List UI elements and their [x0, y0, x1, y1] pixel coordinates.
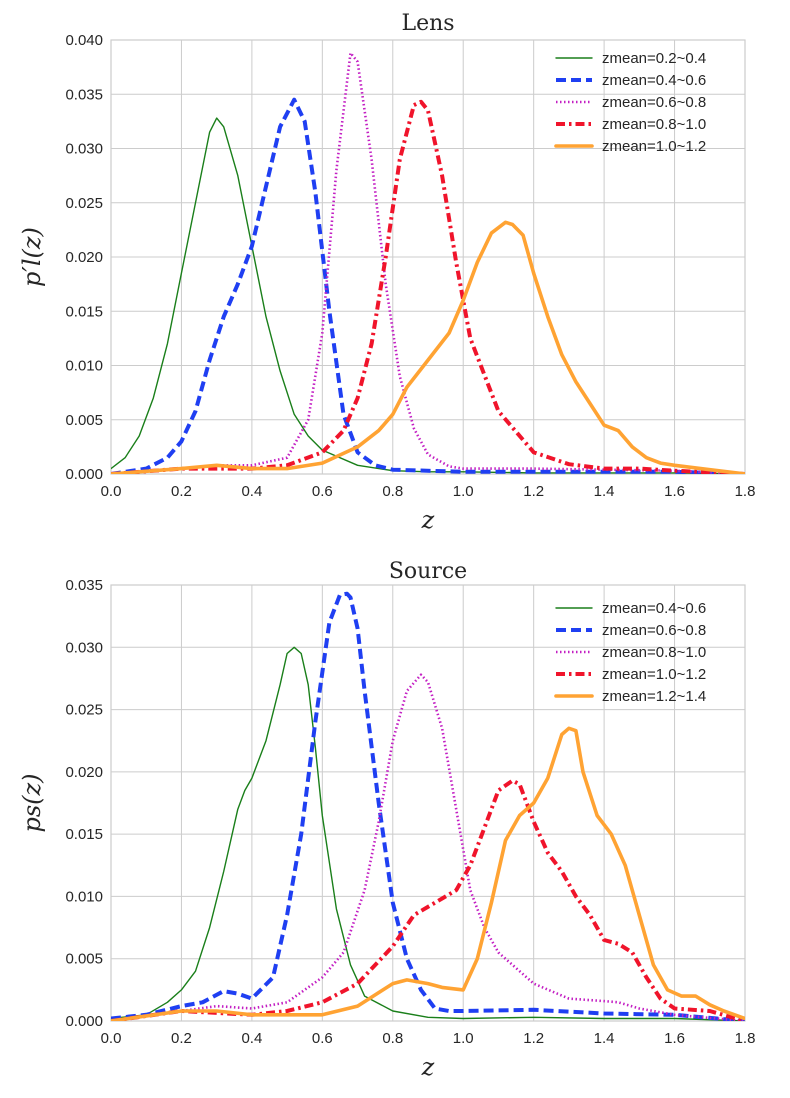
series-line-1: [111, 646, 745, 1021]
legend-label-3: zmean=0.8~1.0: [602, 644, 706, 661]
y-tick-label: 0.025: [65, 195, 103, 212]
y-tick-label: 0.030: [65, 141, 103, 158]
y-tick-label: 0.000: [65, 1013, 103, 1030]
chart-title: Lens: [401, 11, 454, 36]
x-tick-label: 0.4: [241, 1030, 262, 1047]
chart-title: Source: [389, 559, 467, 584]
legend: zmean=0.4~0.6 zmean=0.6~0.8 zmean=0.8~1.0 z…: [554, 600, 706, 705]
series-line-3: [111, 673, 745, 1021]
y-axis-label: ps(z): [18, 773, 46, 832]
y-tick-label: 0.005: [65, 951, 103, 968]
x-tick-label: 1.4: [594, 1030, 615, 1047]
legend-label-5: zmean=1.0~1.2: [602, 138, 706, 155]
y-tick-label: 0.015: [65, 826, 103, 843]
legend-label-4: zmean=0.8~1.0: [602, 116, 706, 133]
plot-frame: [110, 584, 746, 1022]
x-tick-label: 0.8: [382, 1030, 403, 1047]
x-tick-label: 1.4: [594, 483, 615, 500]
legend-label-5: zmean=1.2~1.4: [602, 688, 706, 705]
x-tick-label: 0.2: [171, 1030, 192, 1047]
series-line-5: [111, 220, 745, 474]
x-tick-label: 1.2: [523, 483, 544, 500]
y-tick-label: 0.040: [65, 32, 103, 49]
y-tick-label: 0.020: [65, 764, 103, 781]
y-tick-label: 0.035: [65, 577, 103, 594]
x-axis-label: z: [421, 1053, 435, 1081]
legend-label-2: zmean=0.6~0.8: [602, 622, 706, 639]
legend-label-2: zmean=0.4~0.6: [602, 72, 706, 89]
y-tick-label: 0.010: [65, 358, 103, 375]
x-tick-label: 1.0: [453, 1030, 474, 1047]
y-tick-label: 0.010: [65, 888, 103, 905]
x-tick-label: 1.6: [664, 483, 685, 500]
y-tick-label: 0.035: [65, 86, 103, 103]
series-line-4: [111, 778, 745, 1021]
x-tick-label: 0.8: [382, 483, 403, 500]
series-line-5: [111, 726, 745, 1021]
x-tick-label: 0.0: [101, 483, 122, 500]
x-tick-label: 0.4: [241, 483, 262, 500]
x-axis-label: z: [421, 506, 435, 534]
legend-label-3: zmean=0.6~0.8: [602, 94, 706, 111]
series-line-1: [111, 117, 745, 474]
legend: zmean=0.2~0.4 zmean=0.4~0.6 zmean=0.6~0.8 z…: [554, 50, 706, 155]
y-tick-label: 0.005: [65, 412, 103, 429]
y-axis-label: p′l(z): [18, 227, 46, 287]
x-tick-label: 1.0: [453, 483, 474, 500]
x-tick-label: 1.8: [735, 1030, 756, 1047]
series-line-2: [111, 591, 745, 1021]
series-line-2: [111, 97, 745, 474]
legend-label-1: zmean=0.4~0.6: [602, 600, 706, 617]
chart-panel-lens: 0.0 0.2 0.4 0.6 0.8 1.0 1.2 1.4 1.6 1.8 0.000 0.005…: [18, 11, 755, 534]
y-tick-label: 0.025: [65, 702, 103, 719]
legend-label-1: zmean=0.2~0.4: [602, 50, 706, 67]
y-tick-label: 0.000: [65, 466, 103, 483]
series-line-4: [111, 99, 745, 474]
x-tick-label: 1.8: [735, 483, 756, 500]
x-tick-label: 1.6: [664, 1030, 685, 1047]
x-tick-label: 0.6: [312, 483, 333, 500]
chart-panel-source: 0.0 0.2 0.4 0.6 0.8 1.0 1.2 1.4 1.6 1.8 0.000 0.005…: [18, 559, 755, 1081]
x-tick-label: 1.2: [523, 1030, 544, 1047]
legend-label-4: zmean=1.0~1.2: [602, 666, 706, 683]
x-tick-label: 0.2: [171, 483, 192, 500]
y-tick-label: 0.030: [65, 639, 103, 656]
y-tick-label: 0.015: [65, 303, 103, 320]
plot-frame: [110, 39, 746, 475]
y-tick-label: 0.020: [65, 249, 103, 266]
x-tick-label: 0.6: [312, 1030, 333, 1047]
x-tick-label: 0.0: [101, 1030, 122, 1047]
